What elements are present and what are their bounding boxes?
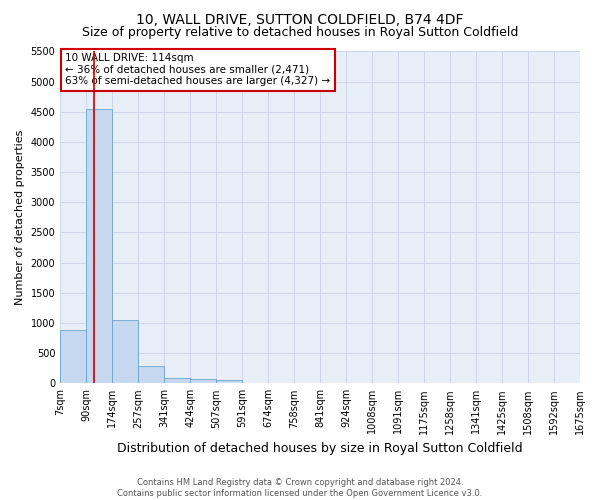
Text: Size of property relative to detached houses in Royal Sutton Coldfield: Size of property relative to detached ho…: [82, 26, 518, 39]
Text: Contains HM Land Registry data © Crown copyright and database right 2024.
Contai: Contains HM Land Registry data © Crown c…: [118, 478, 482, 498]
Text: 10 WALL DRIVE: 114sqm
← 36% of detached houses are smaller (2,471)
63% of semi-d: 10 WALL DRIVE: 114sqm ← 36% of detached …: [65, 53, 331, 86]
Bar: [216, 380, 242, 384]
Bar: [164, 378, 190, 384]
Bar: [190, 379, 216, 384]
Text: 10, WALL DRIVE, SUTTON COLDFIELD, B74 4DF: 10, WALL DRIVE, SUTTON COLDFIELD, B74 4D…: [136, 12, 464, 26]
X-axis label: Distribution of detached houses by size in Royal Sutton Coldfield: Distribution of detached houses by size …: [117, 442, 523, 455]
Bar: [86, 109, 112, 384]
Bar: [138, 366, 164, 384]
Bar: [112, 320, 138, 384]
Bar: [60, 330, 86, 384]
Y-axis label: Number of detached properties: Number of detached properties: [15, 130, 25, 305]
